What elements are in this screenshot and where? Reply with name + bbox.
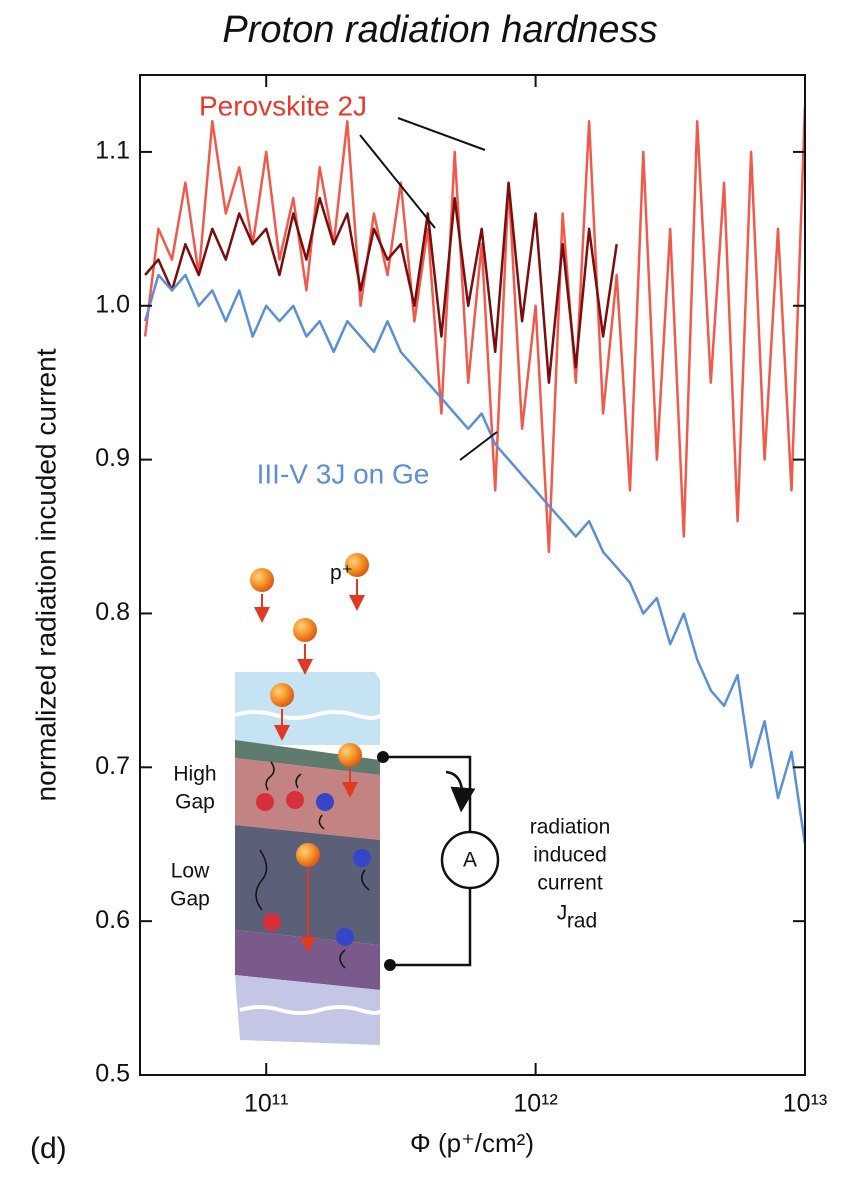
current-label: radiation <box>530 816 611 839</box>
high-gap-label: Gap <box>175 791 215 814</box>
current-symbol: J <box>557 902 568 925</box>
x-tick-label: 10¹³ <box>783 1090 827 1118</box>
series-line <box>144 181 618 384</box>
series-line <box>143 273 805 845</box>
x-axis-label: Φ (p⁺/cm²) <box>410 1128 534 1158</box>
series-annotation: Perovskite 2J <box>199 90 367 121</box>
x-tick-label: 10¹¹ <box>244 1090 288 1118</box>
plot-frame <box>139 74 806 1076</box>
ammeter-label: A <box>463 849 477 872</box>
plot-area: 0.5 0.6 0.7 0.8 0.9 1.0 1.1 10¹¹ 10¹² 10¹³ <box>95 74 827 1118</box>
series-line <box>143 105 805 554</box>
y-tick-label: 0.5 <box>95 1060 130 1088</box>
device-inset: A p⁺ High Gap Low Gap radiation induced … <box>170 553 610 1045</box>
low-gap-label: Gap <box>170 888 210 911</box>
annotations: Perovskite 2J III-V 3J on Ge <box>199 90 498 489</box>
series-annotation: III-V 3J on Ge <box>257 458 430 489</box>
series-group <box>143 105 805 845</box>
y-tick-label: 0.9 <box>95 444 130 472</box>
high-label: High <box>173 763 216 786</box>
current-label: induced <box>533 844 607 867</box>
proton-label: p⁺ <box>330 562 353 585</box>
low-label: Low <box>171 860 210 883</box>
x-tick-label: 10¹² <box>513 1090 557 1118</box>
y-tick-label: 1.0 <box>95 290 130 318</box>
y-tick-label: 1.1 <box>95 137 130 165</box>
current-subscript: rad <box>567 910 597 933</box>
panel-label: (d) <box>30 1132 67 1165</box>
y-tick-label: 0.6 <box>95 906 130 934</box>
current-label: current <box>537 872 603 895</box>
y-tick-label: 0.7 <box>95 752 130 780</box>
chart-title: Proton radiation hardness <box>222 9 657 51</box>
y-tick-label: 0.8 <box>95 598 130 626</box>
y-axis-label: normalized radiation incuded current <box>30 348 61 801</box>
